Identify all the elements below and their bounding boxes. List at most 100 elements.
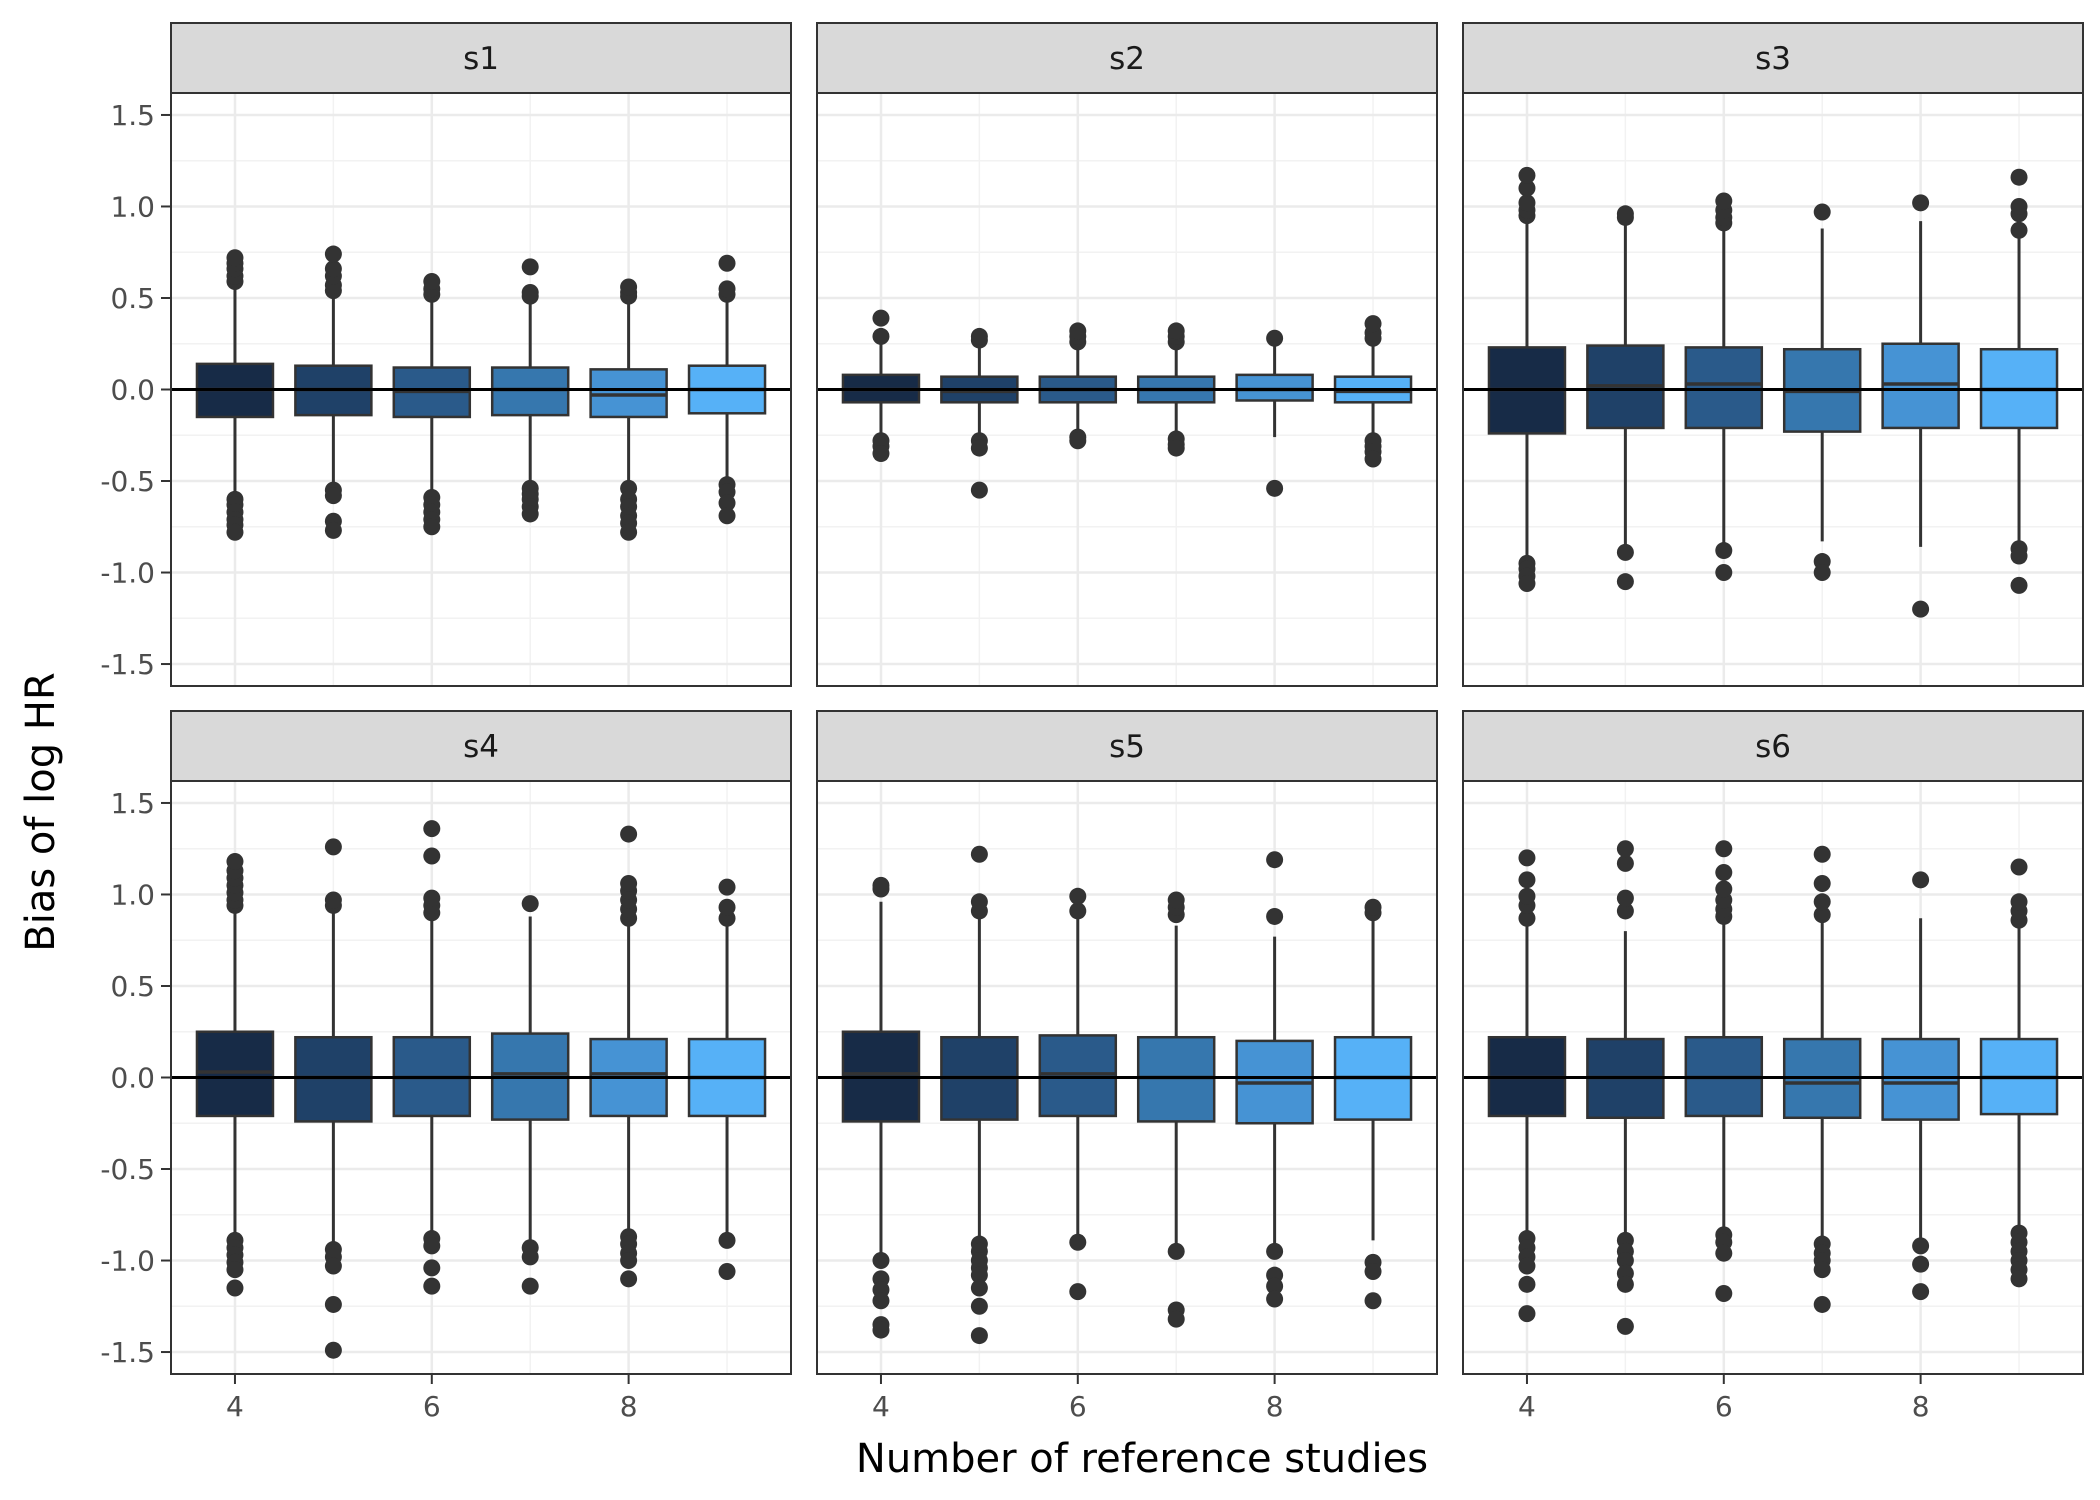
box-s6-x8 xyxy=(1881,871,1960,1301)
outlier-point xyxy=(1715,1244,1733,1262)
facet-strip-label: s6 xyxy=(1755,729,1791,765)
outlier-point xyxy=(872,327,890,345)
y-tick-label: 0.5 xyxy=(110,282,155,315)
outlier-point xyxy=(1616,1275,1634,1293)
facet-strip xyxy=(816,710,1438,782)
outlier-point xyxy=(1518,1305,1536,1323)
outlier-point xyxy=(2010,1270,2028,1288)
facet-s4: s4 xyxy=(170,710,792,1375)
box-s1-x7 xyxy=(490,258,570,523)
outlier-point xyxy=(620,523,638,541)
x-axis-s6: 4 6 8 xyxy=(1518,1374,1930,1423)
outlier-point xyxy=(872,1292,890,1310)
y-tick-label: -1.0 xyxy=(100,1245,155,1278)
y-axis-row-2: -1.5 -1.0 -0.5 0.0 0.5 1.0 1.5 xyxy=(100,787,171,1369)
facet-strip xyxy=(170,710,792,782)
outlier-point xyxy=(1069,322,1087,340)
outlier-point xyxy=(1616,1252,1634,1270)
outlier-point xyxy=(970,893,988,911)
outlier-point xyxy=(324,487,342,505)
outlier-point xyxy=(620,1252,638,1270)
outlier-point xyxy=(1912,600,1930,618)
box-iqr xyxy=(490,366,570,417)
outlier-point xyxy=(423,820,441,838)
outlier-point xyxy=(620,278,638,296)
outlier-point xyxy=(1616,840,1634,858)
outlier-point xyxy=(324,1257,342,1275)
outlier-point xyxy=(718,878,736,896)
outlier-point xyxy=(423,273,441,291)
outlier-point xyxy=(521,258,539,276)
panel-border xyxy=(1462,92,2084,687)
outlier-point xyxy=(1715,840,1733,858)
outlier-point xyxy=(1167,891,1185,909)
outlier-point xyxy=(1167,1242,1185,1260)
outlier-point xyxy=(1616,902,1634,920)
box-s3-x5 xyxy=(1586,205,1665,591)
outlier-point xyxy=(1266,907,1284,925)
y-tick-label: -0.5 xyxy=(100,1153,155,1186)
outlier-point xyxy=(620,825,638,843)
outlier-point xyxy=(1813,203,1831,221)
x-axis-s4: 4 6 8 xyxy=(226,1374,638,1423)
outlier-point xyxy=(1518,849,1536,867)
facet-strip-label: s4 xyxy=(463,729,499,765)
outlier-point xyxy=(324,521,342,539)
outlier-point xyxy=(1266,1277,1284,1295)
outlier-point xyxy=(2010,221,2028,239)
outlier-point xyxy=(1912,1237,1930,1255)
outlier-point xyxy=(324,1341,342,1359)
outlier-point xyxy=(1715,864,1733,882)
box-iqr xyxy=(195,1030,275,1118)
outlier-point xyxy=(718,1263,736,1281)
facet-panels: s1 s2 s3 s4 s5 s6 xyxy=(170,22,2084,1375)
outlier-point xyxy=(1813,1261,1831,1279)
x-tick-label: 8 xyxy=(620,1390,638,1423)
outlier-point xyxy=(2010,893,2028,911)
y-tick-label: 0.0 xyxy=(110,1062,155,1095)
box-s1-x6 xyxy=(392,273,472,536)
outlier-point xyxy=(423,1259,441,1277)
facet-strip xyxy=(816,22,1438,94)
outlier-point xyxy=(1616,205,1634,223)
x-axes: 4 6 8 4 6 8 4 6 8 xyxy=(226,1374,1930,1423)
panel-border xyxy=(816,92,1438,687)
outlier-point xyxy=(970,845,988,863)
y-tick-label: 1.0 xyxy=(110,878,155,911)
outlier-point xyxy=(2010,576,2028,594)
outlier-point xyxy=(1518,871,1536,889)
outlier-point xyxy=(226,1261,244,1279)
outlier-point xyxy=(1069,887,1087,905)
outlier-point xyxy=(1715,564,1733,582)
outlier-point xyxy=(521,895,539,913)
outlier-point xyxy=(2010,547,2028,565)
outlier-point xyxy=(226,1279,244,1297)
outlier-point xyxy=(423,847,441,865)
outlier-point xyxy=(970,1266,988,1284)
outlier-point xyxy=(1715,1284,1733,1302)
facet-strip xyxy=(1462,710,2084,782)
box-iqr xyxy=(1038,1034,1118,1118)
outlier-point xyxy=(1069,1233,1087,1251)
outlier-point xyxy=(1069,902,1087,920)
outlier-point xyxy=(872,309,890,327)
y-axis-title: Bias of log HR xyxy=(18,672,64,951)
x-tick-label: 6 xyxy=(423,1390,441,1423)
outlier-point xyxy=(1813,564,1831,582)
outlier-point xyxy=(718,507,736,525)
y-tick-label: 1.5 xyxy=(110,787,155,820)
outlier-point xyxy=(1518,909,1536,927)
facet-s3: s3 xyxy=(1462,22,2084,687)
outlier-point xyxy=(1364,898,1382,916)
outlier-point xyxy=(1266,851,1284,869)
outlier-point xyxy=(1813,1295,1831,1313)
outlier-point xyxy=(324,245,342,263)
box-s3-x6 xyxy=(1684,192,1764,582)
outlier-point xyxy=(1266,1242,1284,1260)
facet-s1: s1 xyxy=(170,22,792,687)
outlier-point xyxy=(226,853,244,871)
outlier-point xyxy=(872,1321,890,1339)
outlier-point xyxy=(1167,322,1185,340)
outlier-point xyxy=(1813,906,1831,924)
outlier-point xyxy=(1518,166,1536,184)
